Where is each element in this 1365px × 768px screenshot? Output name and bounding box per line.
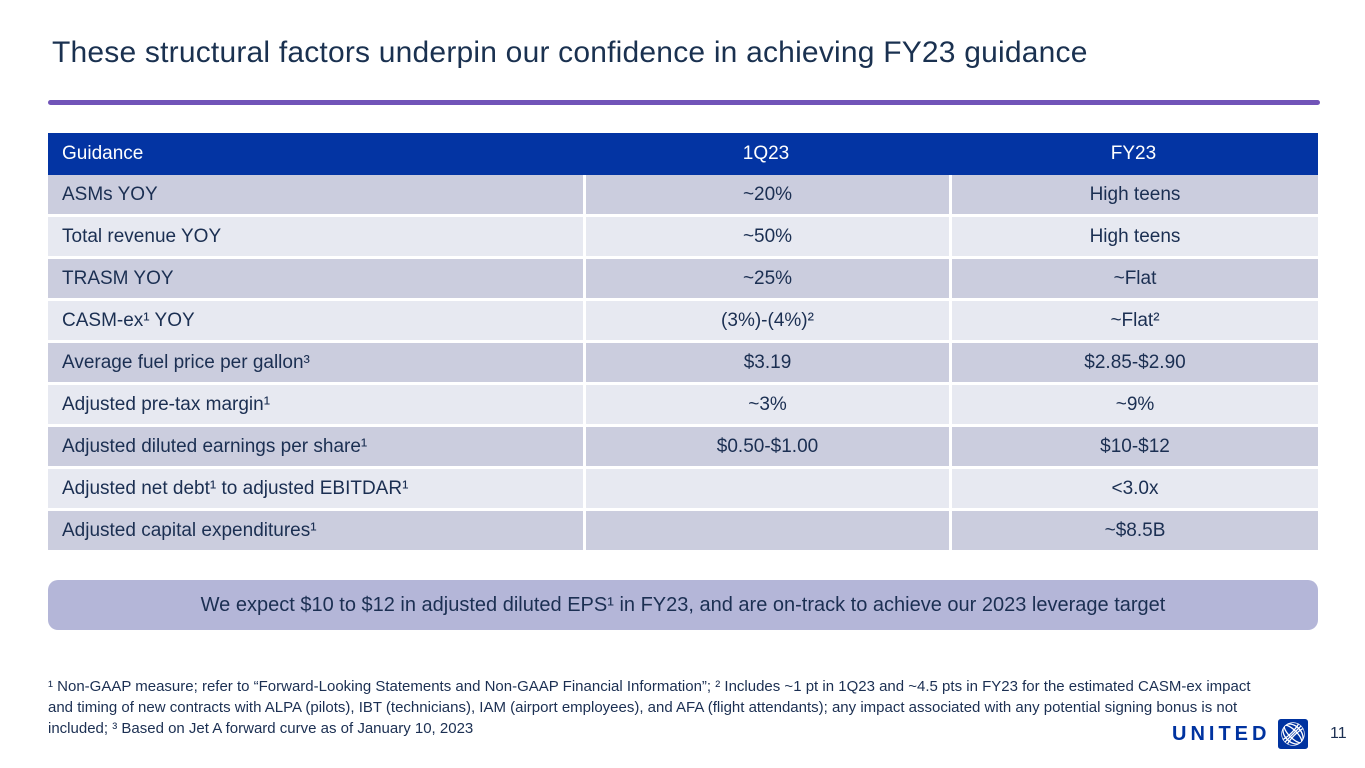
- table-row: Average fuel price per gallon³ $3.19 $2.…: [48, 343, 1318, 385]
- united-logo: UNITED: [1172, 719, 1309, 749]
- row-1q23-value: (3%)-(4%)²: [583, 301, 949, 343]
- key-message-banner: We expect $10 to $12 in adjusted diluted…: [48, 580, 1318, 630]
- header-fy23: FY23: [949, 133, 1318, 175]
- key-message-text: We expect $10 to $12 in adjusted diluted…: [200, 593, 1166, 616]
- table-row: Total revenue YOY ~50% High teens: [48, 217, 1318, 259]
- table-row: CASM-ex¹ YOY (3%)-(4%)² ~Flat²: [48, 301, 1318, 343]
- table-row: Adjusted pre-tax margin¹ ~3% ~9%: [48, 385, 1318, 427]
- row-fy23-value: High teens: [949, 217, 1318, 259]
- guidance-table: Guidance 1Q23 FY23 ASMs YOY ~20% High te…: [48, 133, 1318, 553]
- row-fy23-value: <3.0x: [949, 469, 1318, 511]
- footnotes: ¹ Non-GAAP measure; refer to “Forward-Lo…: [48, 678, 1251, 737]
- row-label: ASMs YOY: [48, 175, 583, 217]
- title-divider: [48, 100, 1320, 105]
- row-fy23-value: $10-$12: [949, 427, 1318, 469]
- row-1q23-value: ~25%: [583, 259, 949, 301]
- row-label: Total revenue YOY: [48, 217, 583, 259]
- row-1q23-value: [583, 511, 949, 553]
- row-1q23-value: [583, 469, 949, 511]
- row-label: Adjusted capital expenditures¹: [48, 511, 583, 553]
- row-1q23-value: ~3%: [583, 385, 949, 427]
- row-label: Adjusted pre-tax margin¹: [48, 385, 583, 427]
- row-fy23-value: High teens: [949, 175, 1318, 217]
- header-row: Guidance 1Q23 FY23: [48, 133, 1318, 175]
- header-guidance: Guidance: [48, 133, 583, 175]
- row-label: TRASM YOY: [48, 259, 583, 301]
- table-row: Adjusted capital expenditures¹ ~$8.5B: [48, 511, 1318, 553]
- row-label: Adjusted net debt¹ to adjusted EBITDAR¹: [48, 469, 583, 511]
- row-1q23-value: $0.50-$1.00: [583, 427, 949, 469]
- row-1q23-value: $3.19: [583, 343, 949, 385]
- table-row: Adjusted diluted earnings per share¹ $0.…: [48, 427, 1318, 469]
- row-fy23-value: ~Flat: [949, 259, 1318, 301]
- row-fy23-value: ~9%: [949, 385, 1318, 427]
- row-fy23-value: $2.85-$2.90: [949, 343, 1318, 385]
- header-1q23: 1Q23: [583, 133, 949, 175]
- row-label: Adjusted diluted earnings per share¹: [48, 427, 583, 469]
- page-number: 11: [1330, 725, 1347, 742]
- row-fy23-value: ~Flat²: [949, 301, 1318, 343]
- row-fy23-value: ~$8.5B: [949, 511, 1318, 553]
- table-row: ASMs YOY ~20% High teens: [48, 175, 1318, 217]
- page-title: These structural factors underpin our co…: [52, 36, 1088, 69]
- table-row: Adjusted net debt¹ to adjusted EBITDAR¹ …: [48, 469, 1318, 511]
- united-wordmark: UNITED: [1172, 723, 1271, 745]
- row-1q23-value: ~20%: [583, 175, 949, 217]
- row-label: CASM-ex¹ YOY: [48, 301, 583, 343]
- guidance-table-body: ASMs YOY ~20% High teens Total revenue Y…: [48, 175, 1318, 553]
- row-1q23-value: ~50%: [583, 217, 949, 259]
- row-label: Average fuel price per gallon³: [48, 343, 583, 385]
- table-row: TRASM YOY ~25% ~Flat: [48, 259, 1318, 301]
- guidance-table-header: Guidance 1Q23 FY23: [48, 133, 1318, 175]
- united-globe-icon: [1278, 719, 1309, 749]
